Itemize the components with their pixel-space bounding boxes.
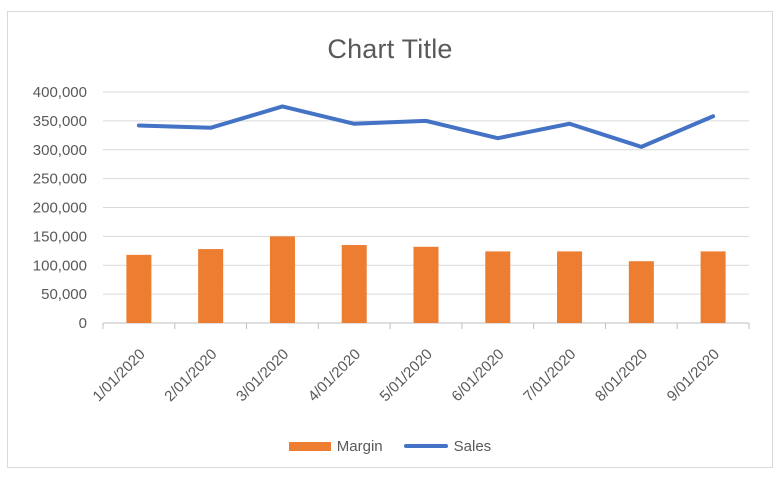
legend-item-margin[interactable]: Margin	[288, 437, 383, 455]
x-axis-label: 2/01/2020	[161, 346, 220, 405]
bar-margin[interactable]	[557, 251, 583, 323]
chart-frame[interactable]: Chart Title 0 50,000 100,000 150,000 200,000…	[7, 11, 773, 468]
y-axis-label: 400,000	[33, 84, 87, 101]
x-axis-label: 6/01/2020	[448, 346, 507, 405]
bar-margin[interactable]	[341, 245, 367, 323]
x-axis-label: 9/01/2020	[664, 346, 723, 405]
bar-margin[interactable]	[700, 251, 726, 323]
margin-swatch-icon	[288, 441, 331, 451]
y-axis-label: 350,000	[33, 113, 87, 130]
y-axis-label: 250,000	[33, 171, 87, 188]
bar-margin[interactable]	[628, 261, 654, 323]
sales-swatch-icon	[403, 444, 448, 448]
plot-area[interactable]: 0 50,000 100,000 150,000 200,000 250,000 300,0…	[8, 12, 774, 469]
legend-item-sales[interactable]: Sales	[403, 437, 492, 455]
legend-label-margin: Margin	[336, 437, 383, 455]
x-axis-label: 3/01/2020	[233, 346, 292, 405]
legend-label-sales: Sales	[453, 437, 492, 455]
y-axis-label: 50,000	[41, 286, 87, 303]
x-axis-label: 7/01/2020	[520, 346, 579, 405]
y-axis-label: 200,000	[33, 200, 87, 217]
chart-title[interactable]: Chart Title	[327, 34, 453, 64]
y-axis-label: 100,000	[33, 257, 87, 274]
chart-legend: Margin Sales	[8, 436, 772, 456]
y-axis-label: 300,000	[33, 142, 87, 159]
bar-margin[interactable]	[126, 254, 152, 323]
sales-line[interactable]	[136, 104, 716, 149]
x-axis-label: 5/01/2020	[377, 346, 436, 405]
bar-margin[interactable]	[198, 249, 224, 323]
bar-margin[interactable]	[413, 246, 439, 323]
y-axis-label: 0	[79, 315, 87, 332]
x-axis-label: 4/01/2020	[305, 346, 364, 405]
bar-margin[interactable]	[485, 251, 511, 323]
y-axis-label: 150,000	[33, 228, 87, 245]
bar-margin[interactable]	[269, 236, 295, 323]
x-axis-label: 1/01/2020	[90, 346, 149, 405]
x-axis-label: 8/01/2020	[592, 346, 651, 405]
